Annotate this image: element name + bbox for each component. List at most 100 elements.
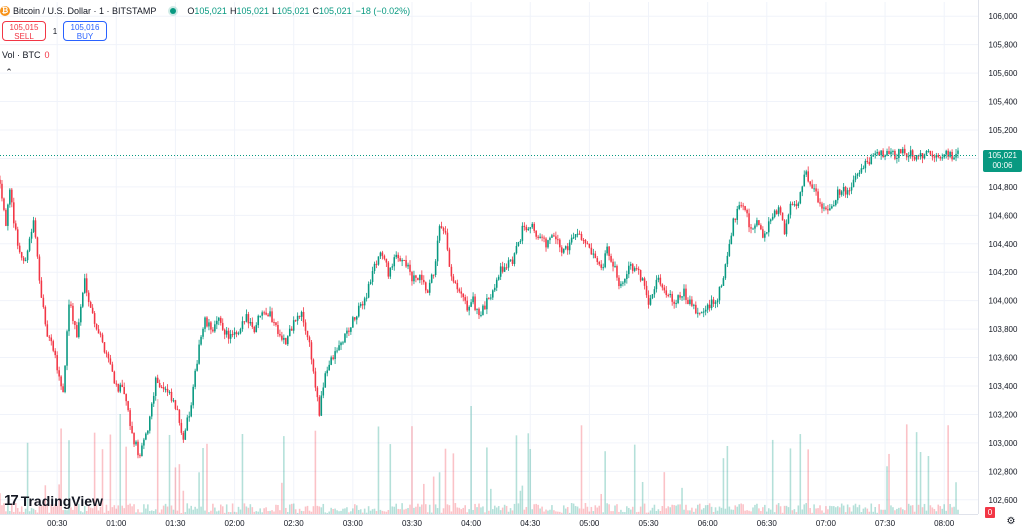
volume-bar xyxy=(401,503,403,514)
time-tick-label: 06:30 xyxy=(757,519,778,528)
candle-body xyxy=(137,441,139,456)
candle-body xyxy=(886,151,888,156)
time-tick-label: 03:30 xyxy=(402,519,423,528)
candle-body xyxy=(476,308,478,310)
volume-bar xyxy=(953,506,955,514)
candle-body xyxy=(46,324,49,337)
candle-body xyxy=(568,242,571,251)
volume-bar xyxy=(592,511,595,514)
volume-bar xyxy=(52,506,55,514)
volume-bar xyxy=(306,505,309,514)
candle-body xyxy=(344,333,346,343)
tradingview-wordmark: TradingView xyxy=(20,492,103,509)
volume-bar xyxy=(377,426,380,514)
candle-body xyxy=(834,200,837,206)
candle-body xyxy=(60,376,62,387)
candle-body xyxy=(663,287,666,291)
candle-body xyxy=(675,303,677,305)
volume-bar xyxy=(829,505,831,514)
volume-bar xyxy=(383,511,386,514)
candle-body xyxy=(97,329,100,334)
volume-bar xyxy=(115,508,118,514)
candle-body xyxy=(415,275,417,278)
candle-body xyxy=(499,266,502,277)
candle-body xyxy=(559,239,561,248)
candle-body xyxy=(115,383,118,385)
volume-bar xyxy=(493,505,496,514)
symbol-title[interactable]: Bitcoin / U.S. Dollar · 1 · BITSTAMP xyxy=(13,6,157,16)
candle-body xyxy=(614,265,616,267)
candle-body xyxy=(734,218,737,220)
candle-body xyxy=(712,299,715,304)
candle-body xyxy=(561,247,563,253)
volume-bar xyxy=(685,504,687,514)
candle-body xyxy=(210,322,212,330)
volume-bar xyxy=(206,443,208,514)
volume-bar xyxy=(139,512,141,514)
candle-body xyxy=(691,299,693,306)
volume-bar xyxy=(89,507,92,514)
volume-bar xyxy=(856,507,859,514)
volume-bar xyxy=(576,506,579,514)
volume-bar xyxy=(535,503,537,514)
volume-bar xyxy=(409,504,411,514)
candle-body xyxy=(596,258,599,263)
candle-body xyxy=(204,317,206,329)
volume-bar xyxy=(486,447,488,514)
volume-bar xyxy=(48,512,51,514)
volume-bar xyxy=(523,509,526,514)
candle-body xyxy=(62,386,64,393)
candle-body xyxy=(902,148,904,154)
volume-bar xyxy=(752,507,754,514)
volume-bar xyxy=(83,506,86,514)
candle-body xyxy=(34,220,37,238)
candle-body xyxy=(809,181,811,185)
candle-body xyxy=(316,387,319,398)
candle-body xyxy=(174,400,177,409)
candle-body xyxy=(253,327,256,333)
candle-body xyxy=(188,416,191,418)
candle-body xyxy=(395,254,397,258)
volume-bar xyxy=(702,508,705,514)
volume-bar xyxy=(919,452,922,514)
sell-button[interactable]: 105,015 SELL xyxy=(2,21,46,41)
candle-body xyxy=(216,320,218,325)
candle-body xyxy=(141,445,143,456)
candle-body xyxy=(541,236,543,238)
collapse-legend-icon[interactable]: ⌃ xyxy=(5,67,13,77)
candle-body xyxy=(797,203,800,206)
volume-bar xyxy=(99,506,102,514)
candle-body xyxy=(50,337,53,342)
candle-body xyxy=(320,395,323,416)
candle-body xyxy=(350,327,352,332)
candle-body xyxy=(411,271,413,282)
candle-body xyxy=(838,189,841,195)
candle-body xyxy=(815,188,817,192)
tradingview-logo[interactable]: 17 TradingView xyxy=(4,492,103,509)
candle-body xyxy=(557,239,559,241)
volume-bar xyxy=(900,507,902,514)
volume-bar xyxy=(626,506,628,514)
volume-bar xyxy=(135,512,137,514)
candle-body xyxy=(760,225,762,230)
settings-icon[interactable]: ⚙ xyxy=(1006,516,1016,527)
volume-bar xyxy=(300,510,303,514)
candle-body xyxy=(281,335,283,340)
volume-bar xyxy=(421,504,423,514)
volume-bar xyxy=(568,512,571,514)
volume-bar xyxy=(253,511,256,514)
candle-body xyxy=(32,220,35,232)
volume-bar xyxy=(168,434,171,514)
volume-bar xyxy=(147,504,149,514)
volume-bar xyxy=(141,512,143,514)
volume-bar xyxy=(531,509,534,514)
volume-bar xyxy=(212,503,214,514)
volume-bar xyxy=(263,508,265,514)
candle-body xyxy=(9,189,11,205)
volume-bar xyxy=(62,510,64,514)
candle-body xyxy=(363,298,366,306)
buy-button[interactable]: 105,016 BUY xyxy=(63,21,107,41)
volume-bar xyxy=(907,503,910,514)
time-tick-label: 03:00 xyxy=(343,519,364,528)
